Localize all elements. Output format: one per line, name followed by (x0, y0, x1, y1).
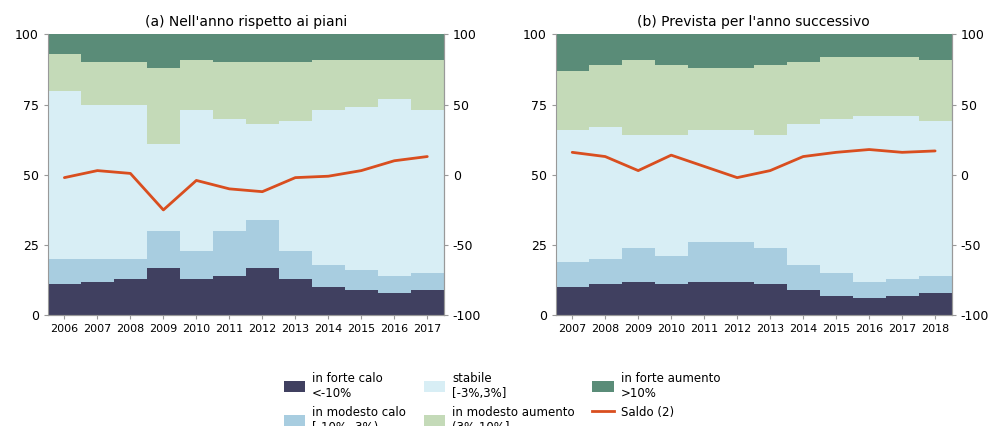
Title: (b) Prevista per l'anno successivo: (b) Prevista per l'anno successivo (637, 15, 870, 29)
Title: (a) Nell'anno rispetto ai piani: (a) Nell'anno rispetto ai piani (144, 15, 347, 29)
Legend: in forte calo
<-10%, in modesto calo
[-10%,-3%), stabile
[-3%,3%], in modesto au: in forte calo <-10%, in modesto calo [-1… (280, 368, 723, 426)
